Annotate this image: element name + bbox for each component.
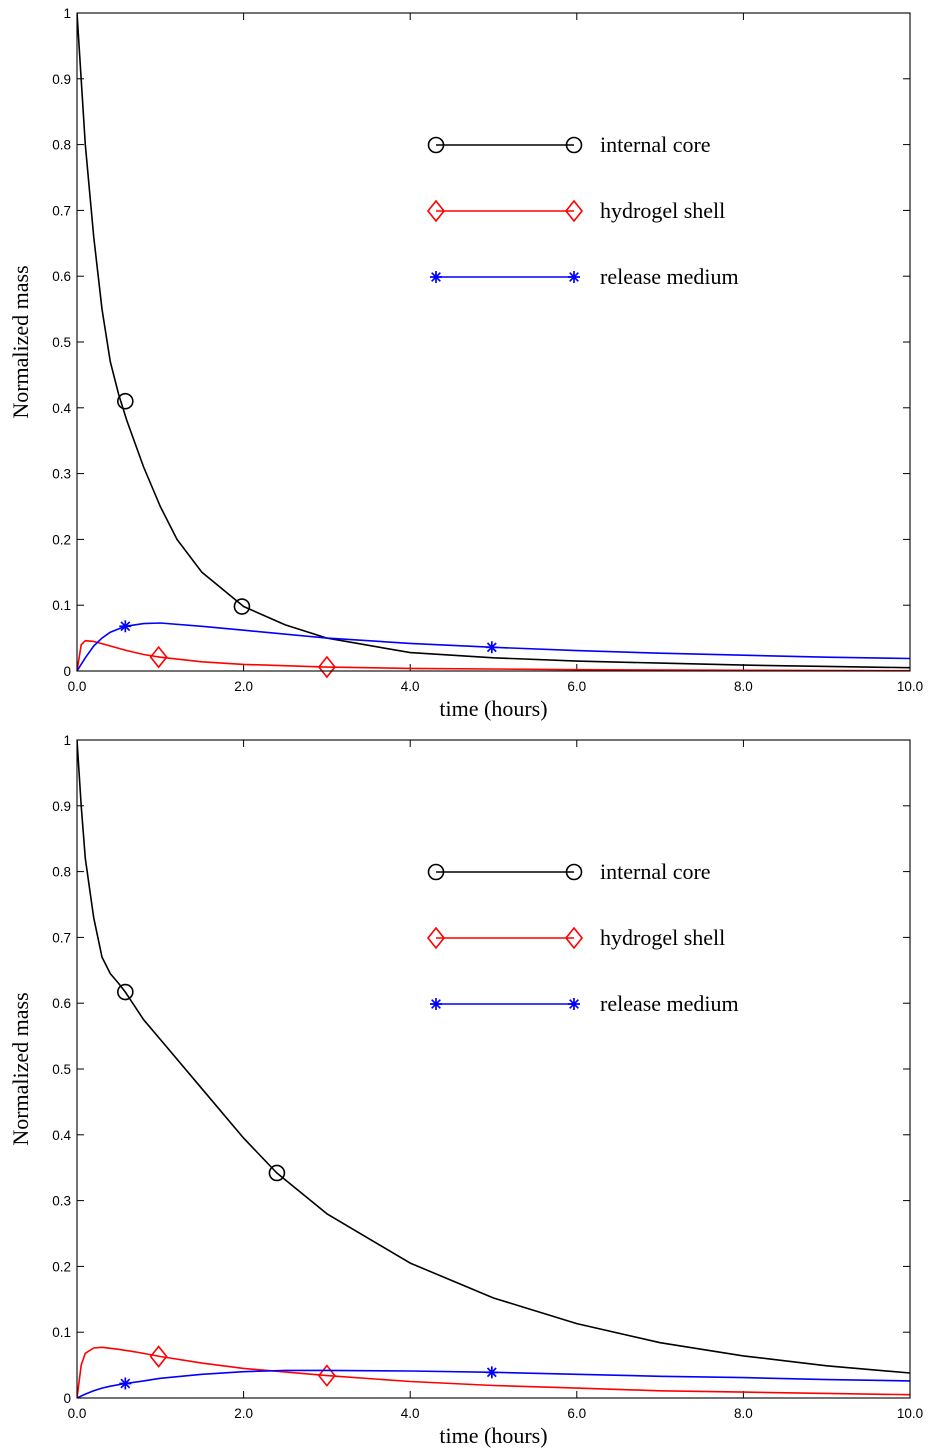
chart-top-plot: 00.10.20.30.40.50.60.70.80.910.0 2.0 4.0 6.… xyxy=(8,6,923,721)
chart-1-legend-internal-core: internal core xyxy=(427,859,711,884)
chart-1-y-tick-label: 1 xyxy=(63,733,71,748)
chart-0-hydrogel-shell-marker xyxy=(317,655,336,679)
chart-0-y-tick-label: 0.8 xyxy=(52,138,71,153)
chart-1-legend-hydrogel-shell: hydrogel shell xyxy=(426,925,725,950)
chart-1-legend-hydrogel-shell-marker-left xyxy=(426,926,446,950)
chart-0-legend-hydrogel-shell-marker-right xyxy=(564,199,584,223)
chart-0-x-tick-label: 2.0 xyxy=(234,679,253,694)
chart-0-legend-release-medium: release medium xyxy=(430,264,739,289)
chart-1-x-axis-label: time (hours) xyxy=(439,1423,547,1448)
chart-0-x-tick-label: 4.0 xyxy=(401,679,420,694)
chart-1-x-tick-label: 8.0 xyxy=(734,1406,753,1421)
chart-1-legend-release-medium-label: release medium xyxy=(600,991,739,1016)
chart-1-release-medium-line xyxy=(77,1369,910,1398)
chart-0-y-tick-label: 0.4 xyxy=(52,401,71,416)
chart-0-y-tick-label: 0.5 xyxy=(52,335,71,350)
chart-0-release-medium-marker xyxy=(485,641,498,654)
chart-1-hydrogel-shell-line xyxy=(77,1346,910,1398)
chart-1-y-tick-label: 0.2 xyxy=(52,1259,71,1274)
chart-0-y-tick-label: 0.1 xyxy=(52,598,71,613)
chart-0-y-tick-label: 0.9 xyxy=(52,72,71,87)
chart-1-release-medium-marker xyxy=(485,1366,498,1379)
chart-0-legend-internal-core: internal core xyxy=(427,132,711,157)
chart-0-hydrogel-shell-marker xyxy=(149,645,168,669)
chart-0-legend-release-medium-marker-left xyxy=(430,271,442,283)
chart-1-x-tick-label: 6.0 xyxy=(567,1406,586,1421)
chart-1-y-tick-label: 0.6 xyxy=(52,996,71,1011)
chart-1-internal-core-marker xyxy=(117,983,134,1001)
chart-1-y-tick-label: 0.4 xyxy=(52,1128,71,1143)
chart-1-y-tick-label: 0 xyxy=(63,1391,71,1406)
chart-0-release-medium-marker xyxy=(119,620,132,633)
chart-1-y-tick-label: 0.8 xyxy=(52,865,71,880)
chart-0-legend-internal-core-label: internal core xyxy=(600,132,711,157)
chart-0-x-tick-label: 6.0 xyxy=(567,679,586,694)
chart-0-x-axis-label: time (hours) xyxy=(439,696,547,721)
chart-1-y-tick-label: 0.3 xyxy=(52,1194,71,1209)
chart-1-y-tick-label: 0.5 xyxy=(52,1062,71,1077)
chart-0-internal-core-marker xyxy=(117,392,134,410)
chart-1-y-axis-label: Normalized mass xyxy=(8,992,33,1145)
chart-1-legend-release-medium: release medium xyxy=(430,991,739,1016)
chart-1-internal-core-line xyxy=(77,740,910,1374)
chart-1-legend-hydrogel-shell-label: hydrogel shell xyxy=(600,925,725,950)
chart-1-y-tick-label: 0.7 xyxy=(52,930,71,945)
chart-1-legend-internal-core-marker-right xyxy=(565,863,583,881)
chart-0-plot-frame xyxy=(76,12,911,672)
chart-1-x-tick-label: 4.0 xyxy=(401,1406,420,1421)
chart-0-y-tick-label: 1 xyxy=(63,6,71,21)
chart-1-hydrogel-shell-marker xyxy=(317,1364,336,1387)
chart-0-legend-hydrogel-shell-label: hydrogel shell xyxy=(600,198,725,223)
chart-bottom: 0 0.1 0.2 0.3 0.4 0.5 0.6 0.7 0.8 0.9 1 0.0 2.0 4.0 6.… xyxy=(0,727,933,1454)
chart-1-x-tick-label: 2.0 xyxy=(234,1406,253,1421)
chart-1-x-tick-label: 10.0 xyxy=(897,1406,923,1421)
chart-1-plot-frame xyxy=(76,739,911,1399)
chart-0-internal-core-marker xyxy=(233,598,251,615)
chart-0-internal-core-line xyxy=(77,13,910,669)
chart-1-y-tick-label: 0.1 xyxy=(52,1325,71,1340)
chart-0-x-tick-label: 0.0 xyxy=(68,679,87,694)
chart-1-legend-release-medium-marker-right xyxy=(568,998,580,1010)
chart-0-y-axis-label: Normalized mass xyxy=(8,265,33,418)
chart-0-legend-hydrogel-shell: hydrogel shell xyxy=(426,198,725,223)
chart-1-release-medium-marker xyxy=(119,1377,132,1390)
chart-0-hydrogel-shell-line xyxy=(77,639,910,671)
chart-1-legend-internal-core-marker-left xyxy=(427,863,445,881)
chart-0-legend-internal-core-marker-right xyxy=(565,136,583,154)
chart-bottom-plot: 00.10.20.30.40.50.60.70.80.910.0 2.0 4.0 6.… xyxy=(8,733,923,1448)
chart-0-legend-internal-core-marker-left xyxy=(427,136,445,154)
chart-1-legend-internal-core-label: internal core xyxy=(600,859,711,884)
chart-0-y-tick-label: 0.6 xyxy=(52,269,71,284)
chart-0-x-tick-label: 8.0 xyxy=(734,679,753,694)
chart-1-hydrogel-shell-marker xyxy=(149,1345,168,1368)
chart-1-x-tick-label: 0.0 xyxy=(68,1406,87,1421)
chart-0-y-tick-label: 0 xyxy=(63,664,71,679)
chart-top: 0 0.1 0.2 0.3 0.4 0.5 0.6 0.7 0.8 0.9 1 0.0 2.0 4.0 6.… xyxy=(8,6,923,721)
chart-0-legend-release-medium-marker-right xyxy=(568,271,580,283)
chart-1-y-tick-label: 0.9 xyxy=(52,799,71,814)
chart-0-legend-release-medium-label: release medium xyxy=(600,264,739,289)
chart-1-internal-core-marker xyxy=(268,1164,286,1182)
chart-0-legend-hydrogel-shell-marker-left xyxy=(426,199,446,223)
chart-0-x-tick-label: 10.0 xyxy=(897,679,923,694)
chart-1-legend-release-medium-marker-left xyxy=(430,998,442,1010)
chart-0-release-medium-line xyxy=(77,622,910,671)
chart-0-y-tick-label: 0.2 xyxy=(52,532,71,547)
chart-1-legend-hydrogel-shell-marker-right xyxy=(564,926,584,950)
chart-0-y-tick-label: 0.7 xyxy=(52,203,71,218)
chart-0-y-tick-label: 0.3 xyxy=(52,467,71,482)
